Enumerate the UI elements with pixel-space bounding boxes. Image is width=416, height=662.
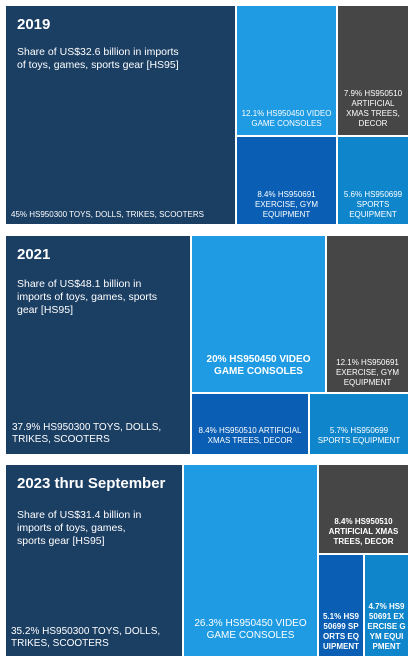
tile-2019-toys: 2019 Share of US$32.6 billion in imports… [6,6,235,224]
tile-label-2019-exercise-equipment: 8.4% HS950691 EXERCISE, GYM EQUIPMENT [254,190,319,219]
tile-2019-video-game-consoles: 12.1% HS950450 VIDEO GAME CONSOLES [237,6,336,135]
tile-label-2023-video-game-consoles: 26.3% HS950450 VIDEO GAME CONSOLES [194,618,307,641]
tile-2021-toys: 2021 Share of US$48.1 billion in imports… [6,236,190,454]
tile-label-2019-video-game-consoles: 12.1% HS950450 VIDEO GAME CONSOLES [241,109,332,128]
tile-label-2021-xmas-trees: 8.4% HS950510 ARTIFICIAL XMAS TREES, DEC… [198,426,302,445]
tile-label-2021-sports-equipment: 5.7% HS950699 SPORTS EQUIPMENT [317,426,401,445]
tile-2019-exercise-equipment: 8.4% HS950691 EXERCISE, GYM EQUIPMENT [237,137,336,224]
tile-label-2023-xmas-trees: 8.4% HS950510 ARTIFICIAL XMAS TREES, DEC… [328,517,399,546]
tile-label-2023-sports-equipment: 5.1% HS950699 SPORTS EQUIPMENT [322,612,360,651]
tile-label-2023-toys: 35.2% HS950300 TOYS, DOLLS, TRIKES, SCOO… [11,626,161,649]
tile-2019-sports-equipment: 5.6% HS950699 SPORTS EQUIPMENT [338,137,408,224]
chart-title-2019: 2019 [17,16,51,33]
tile-2021-xmas-trees: 8.4% HS950510 ARTIFICIAL XMAS TREES, DEC… [192,394,308,454]
tile-label-2021-exercise-equipment: 12.1% HS950691 EXERCISE, GYM EQUIPMENT [335,358,400,387]
tile-2021-video-game-consoles: 20% HS950450 VIDEO GAME CONSOLES [192,236,325,392]
chart-subtitle-2019: Share of US$32.6 billion in imports of t… [17,46,179,71]
tile-label-2021-video-game-consoles: 20% HS950450 VIDEO GAME CONSOLES [206,354,311,377]
tile-2023-exercise-equipment: 4.7% HS950691 EXERCISE GYM EQUIPMENT [365,555,408,656]
tile-2021-sports-equipment: 5.7% HS950699 SPORTS EQUIPMENT [310,394,408,454]
treemap-2019: 2019 Share of US$32.6 billion in imports… [6,6,408,224]
tile-label-2019-xmas-trees: 7.9% HS950510 ARTIFICIAL XMAS TREES, DEC… [343,89,403,128]
tile-2023-sports-equipment: 5.1% HS950699 SPORTS EQUIPMENT [319,555,363,656]
chart-title-2021: 2021 [17,246,51,263]
tile-label-2021-toys: 37.9% HS950300 TOYS, DOLLS, TRIKES, SCOO… [12,422,162,445]
tile-2021-exercise-equipment: 12.1% HS950691 EXERCISE, GYM EQUIPMENT [327,236,408,392]
tile-2019-xmas-trees: 7.9% HS950510 ARTIFICIAL XMAS TREES, DEC… [338,6,408,135]
tile-label-2019-toys: 45% HS950300 TOYS, DOLLS, TRIKES, SCOOTE… [11,210,204,219]
tile-label-2023-exercise-equipment: 4.7% HS950691 EXERCISE GYM EQUIPMENT [367,602,406,651]
treemap-2021: 2021 Share of US$48.1 billion in imports… [6,236,408,454]
chart-subtitle-2021: Share of US$48.1 billion in imports of t… [17,278,158,316]
tile-2023-xmas-trees: 8.4% HS950510 ARTIFICIAL XMAS TREES, DEC… [319,465,408,553]
chart-title-2023: 2023 thru September [17,475,166,492]
chart-subtitle-2023: Share of US$31.4 billion in imports of t… [17,509,142,547]
tile-label-2019-sports-equipment: 5.6% HS950699 SPORTS EQUIPMENT [343,190,403,219]
tile-2023-toys: 2023 thru September Share of US$31.4 bil… [6,465,182,656]
treemap-2023: 2023 thru September Share of US$31.4 bil… [6,465,408,656]
tile-2023-video-game-consoles: 26.3% HS950450 VIDEO GAME CONSOLES [184,465,317,656]
